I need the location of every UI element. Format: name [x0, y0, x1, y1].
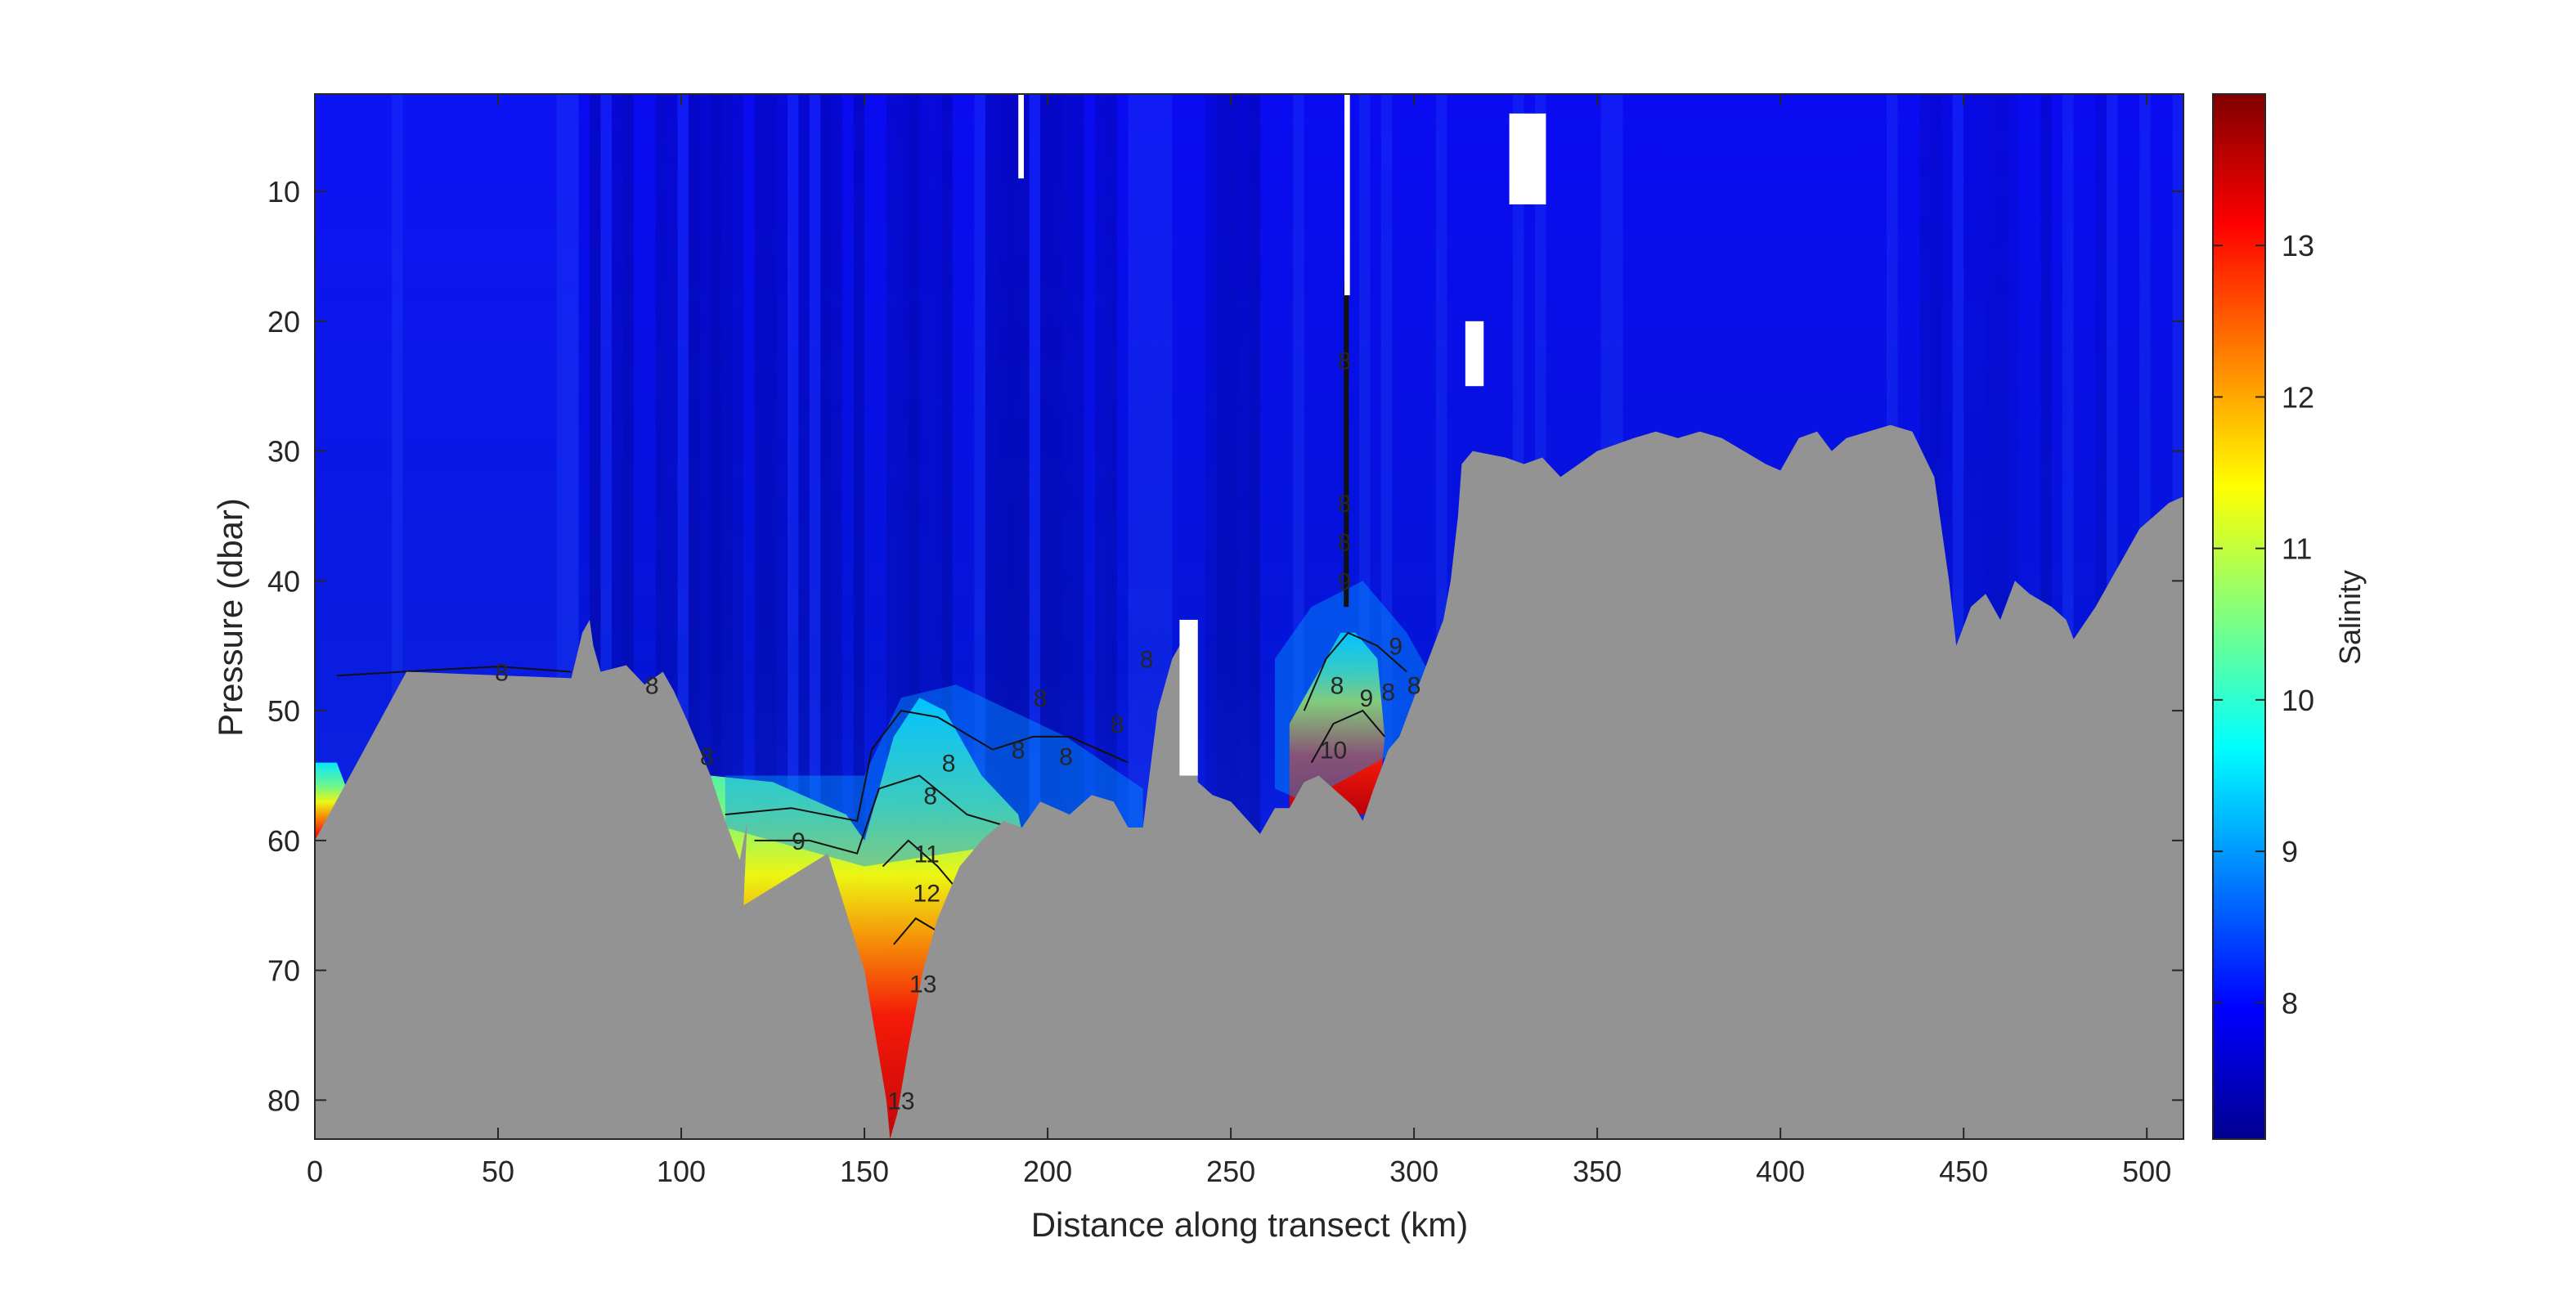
contour-label: 11 — [914, 841, 940, 868]
colorbar-tick-label: 9 — [2282, 835, 2298, 868]
contour-label: 8 — [1034, 685, 1048, 712]
contour-label: 8 — [495, 659, 509, 686]
contour-label: 8 — [1338, 348, 1352, 375]
y-tick-label: 50 — [267, 694, 300, 728]
contour-line — [1303, 631, 1407, 711]
contour-label: 8 — [700, 744, 714, 771]
x-tick-label: 350 — [1573, 1155, 1622, 1188]
x-tick-label: 150 — [840, 1155, 889, 1188]
colorbar-label: Salinity — [2333, 570, 2367, 665]
saline-pocket — [1289, 632, 1385, 815]
y-tick-label: 20 — [267, 305, 300, 339]
y-tick-label: 10 — [267, 175, 300, 209]
y-axis: 10 20 30 40 50 60 70 80 — [267, 175, 2183, 1117]
colorbar-tick-label: 12 — [2282, 380, 2314, 414]
data-gap — [1465, 321, 1484, 387]
x-tick-label: 200 — [1023, 1155, 1072, 1188]
data-gap — [1344, 94, 1350, 296]
data-gap — [1179, 619, 1198, 776]
data-gap — [1509, 113, 1546, 204]
contour-lines — [336, 282, 1407, 945]
contour-label: 8 — [1059, 744, 1073, 771]
contour-line — [893, 917, 939, 945]
contour-line — [882, 839, 961, 894]
x-axis: 0 50 100 150 200 250 300 350 400 450 500 — [307, 94, 2171, 1188]
contour-label: 13 — [909, 971, 936, 998]
x-tick-label: 0 — [307, 1155, 323, 1188]
colorbar-ticks: 8 9 10 11 12 13 — [2213, 229, 2314, 1020]
x-tick-label: 450 — [1939, 1155, 1988, 1188]
contour-label: 8 — [1331, 672, 1344, 699]
x-tick-label: 400 — [1756, 1155, 1805, 1188]
contour-label: 13 — [887, 1088, 914, 1115]
colorbar — [2212, 93, 2266, 1140]
contour-label: 9 — [1389, 634, 1402, 661]
y-axis-label: Pressure (dbar) — [211, 498, 249, 737]
contour-label: 8 — [1111, 711, 1124, 738]
contour-label: 8 — [1381, 679, 1395, 706]
x-tick-label: 300 — [1389, 1155, 1438, 1188]
contour-label: 8 — [1140, 647, 1154, 674]
data-gaps — [1018, 94, 1546, 776]
data-gap — [1018, 94, 1024, 179]
x-axis-label: Distance along transect (km) — [1031, 1205, 1469, 1244]
y-tick-label: 80 — [267, 1083, 300, 1117]
contour-label: 8 — [1338, 491, 1352, 518]
colorbar-tick-label: 8 — [2282, 986, 2298, 1020]
contour-label: 9 — [1338, 568, 1352, 595]
contour-line — [336, 666, 572, 677]
contour-label: 8 — [1012, 738, 1025, 765]
plot-frame — [314, 93, 2184, 1140]
colorbar-tick-label: 10 — [2282, 684, 2314, 717]
y-tick-label: 60 — [267, 824, 300, 858]
x-tick-label: 250 — [1206, 1155, 1255, 1188]
colorbar-tick-label: 11 — [2282, 532, 2312, 566]
y-tick-label: 40 — [267, 564, 300, 598]
y-tick-label: 70 — [267, 954, 300, 988]
contour-label: 8 — [923, 783, 937, 810]
contour-label: 8 — [1338, 530, 1352, 557]
seafloor-bathymetry — [315, 424, 2183, 1139]
contour-label: 12 — [913, 880, 940, 907]
contour-line — [754, 774, 1012, 855]
x-tick-label: 100 — [657, 1155, 706, 1188]
x-tick-label: 500 — [2122, 1155, 2171, 1188]
y-tick-label: 30 — [267, 435, 300, 469]
contour-label: 8 — [942, 751, 956, 778]
contour-line — [725, 710, 1129, 823]
contour-label: 8 — [645, 672, 659, 699]
colorbar-tick-label: 13 — [2282, 229, 2314, 262]
contour-label: 8 — [1407, 672, 1421, 699]
saline-halo — [1274, 581, 1429, 802]
contour-line — [1310, 709, 1386, 764]
x-tick-label: 50 — [482, 1155, 514, 1188]
contour-label: 10 — [1320, 738, 1347, 765]
contour-label: 9 — [1360, 685, 1374, 712]
contour-label: 9 — [792, 828, 806, 855]
